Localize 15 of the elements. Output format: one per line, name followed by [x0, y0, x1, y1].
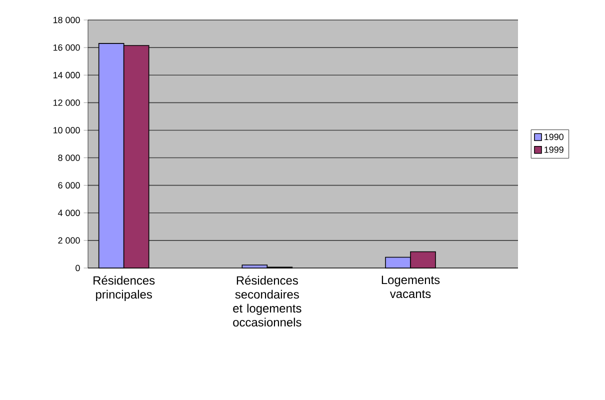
legend-label: 1999 — [544, 146, 564, 153]
y-tick-label: 16 000 — [53, 44, 80, 51]
y-tick-label: 18 000 — [53, 16, 80, 24]
x-tick-label: Logements vacants — [382, 276, 440, 298]
x-tick-label: Résidences principales — [94, 276, 155, 302]
y-tick-label: 2 000 — [58, 237, 80, 244]
y-tick-label: 6 000 — [58, 182, 80, 189]
x-tick-label: Résidences secondaires et logements occasionnels — [233, 276, 302, 327]
y-tick-label: 14 000 — [53, 72, 80, 78]
y-tick-label: 12 000 — [53, 99, 80, 106]
y-tick-label: 8 000 — [58, 154, 80, 161]
legend-label: 1990 — [544, 134, 564, 140]
y-tick-label: 0 — [76, 264, 80, 272]
y-tick-label: 10 000 — [53, 127, 80, 134]
y-tick-label: 4 000 — [58, 210, 80, 216]
